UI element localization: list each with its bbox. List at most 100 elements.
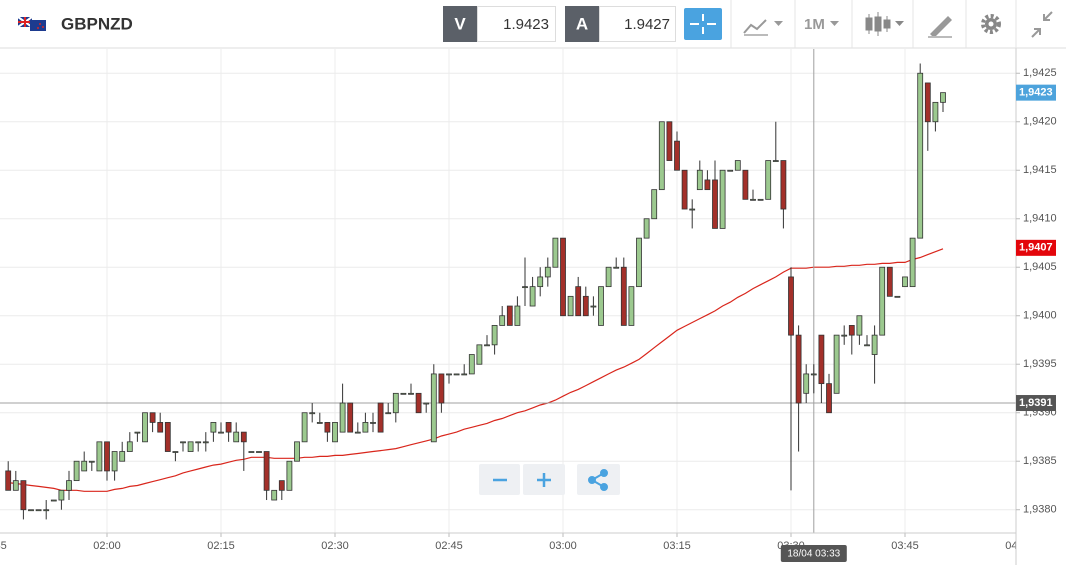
- y-tick-label: 1,9410: [1023, 213, 1057, 225]
- candle-body: [271, 489, 278, 501]
- candle-body: [438, 373, 445, 404]
- candle-body: [506, 305, 513, 326]
- candle-body: [719, 169, 726, 229]
- candle-body: [696, 169, 703, 191]
- crosshair-x-label: 18/04 03:33: [787, 549, 840, 560]
- candle-body: [742, 169, 749, 200]
- x-axis: 01:4502:0002:1502:3002:4503:0003:1503:30…: [0, 533, 1033, 552]
- candle-body: [666, 121, 673, 161]
- crosshair-y-label: 1,9391: [1019, 397, 1053, 409]
- candle-body: [567, 295, 574, 317]
- candle-body: [50, 499, 57, 502]
- candle-body: [818, 334, 825, 385]
- candle-body: [643, 218, 650, 239]
- candle-body: [446, 373, 452, 376]
- candle-body: [187, 441, 194, 452]
- sell-price: 1.9423: [503, 16, 549, 33]
- candle-body: [278, 480, 285, 491]
- chart-type-button[interactable]: [743, 19, 783, 36]
- candle-body: [689, 208, 696, 211]
- candle-body: [674, 140, 680, 171]
- x-tick-label: 03:45: [891, 540, 919, 552]
- candle-body: [522, 286, 528, 289]
- x-tick-label: 02:00: [93, 540, 121, 552]
- buy-button[interactable]: [565, 6, 599, 42]
- candle-body: [894, 295, 901, 298]
- candle-body: [658, 121, 665, 191]
- settings-button[interactable]: [981, 14, 1001, 34]
- candle-type-button[interactable]: [865, 12, 904, 36]
- candle-body: [529, 286, 536, 307]
- candle-body: [370, 422, 376, 424]
- zoom-controls: [479, 464, 620, 495]
- collapse-button[interactable]: [1031, 11, 1053, 38]
- candle-body: [864, 344, 870, 347]
- candle-body: [73, 460, 80, 482]
- candle-body: [636, 237, 642, 288]
- candle-body: [727, 169, 734, 172]
- share-button[interactable]: [577, 464, 620, 495]
- timeframe-arrow: [830, 21, 839, 26]
- candle-body: [119, 451, 126, 462]
- candle-body: [263, 451, 270, 491]
- candle-body: [757, 198, 764, 201]
- candle-body: [294, 441, 300, 462]
- price-label: 1,9407: [1019, 242, 1053, 254]
- candle-body: [316, 422, 323, 424]
- y-tick-label: 1,9400: [1023, 310, 1057, 322]
- candle-body: [468, 354, 475, 375]
- candle-body: [826, 383, 832, 414]
- candle-body: [202, 441, 209, 444]
- candle-body: [164, 422, 171, 452]
- candle-body: [712, 179, 718, 229]
- candle-body: [848, 325, 855, 336]
- x-tick-label: 04:00: [1005, 540, 1033, 552]
- candle-body: [940, 92, 946, 103]
- candle-body: [560, 237, 566, 317]
- crosshair-button[interactable]: [684, 8, 722, 40]
- candle-body: [149, 412, 156, 423]
- plot-area: [0, 49, 1016, 533]
- candle-body: [780, 160, 787, 210]
- candle-body: [544, 266, 551, 278]
- candle-body: [172, 451, 179, 453]
- candle-body: [886, 266, 893, 297]
- y-tick-label: 1,9420: [1023, 116, 1057, 128]
- flag: [17, 16, 46, 31]
- candle-body: [58, 489, 65, 501]
- candle-body: [803, 373, 810, 394]
- share-icon: [588, 469, 608, 491]
- buy-field[interactable]: [599, 6, 676, 42]
- sell-field[interactable]: [477, 6, 556, 42]
- candle-body: [332, 422, 338, 443]
- candle-body: [902, 276, 908, 288]
- candle-body: [788, 276, 794, 336]
- candle-body: [430, 373, 437, 443]
- candle-body: [392, 392, 399, 414]
- candle-body: [841, 334, 848, 337]
- candle-body: [681, 169, 688, 210]
- candle-body: [35, 509, 42, 512]
- candle-body: [765, 160, 772, 200]
- candle-body: [484, 344, 490, 347]
- price-label-box: [1016, 239, 1056, 256]
- candle-body: [28, 509, 34, 512]
- candle-body: [20, 480, 27, 511]
- candle-body: [96, 441, 103, 472]
- x-tick-label: 03:15: [663, 540, 691, 552]
- timeframe[interactable]: 1M: [804, 16, 825, 33]
- candle-body: [43, 509, 50, 512]
- moving-average: [8, 248, 944, 492]
- buy-price: 1.9427: [624, 16, 670, 33]
- sell-label: V: [454, 14, 466, 33]
- candle-body: [408, 392, 414, 395]
- candle-body: [5, 470, 12, 491]
- candle-body: [256, 451, 262, 453]
- sell-button[interactable]: [443, 6, 477, 42]
- candle-body: [552, 237, 559, 268]
- candle-body: [620, 266, 627, 326]
- y-axis: 1,93801,93851,93901,93951,94001,94051,94…: [1016, 67, 1057, 516]
- drawing-button[interactable]: [928, 16, 952, 38]
